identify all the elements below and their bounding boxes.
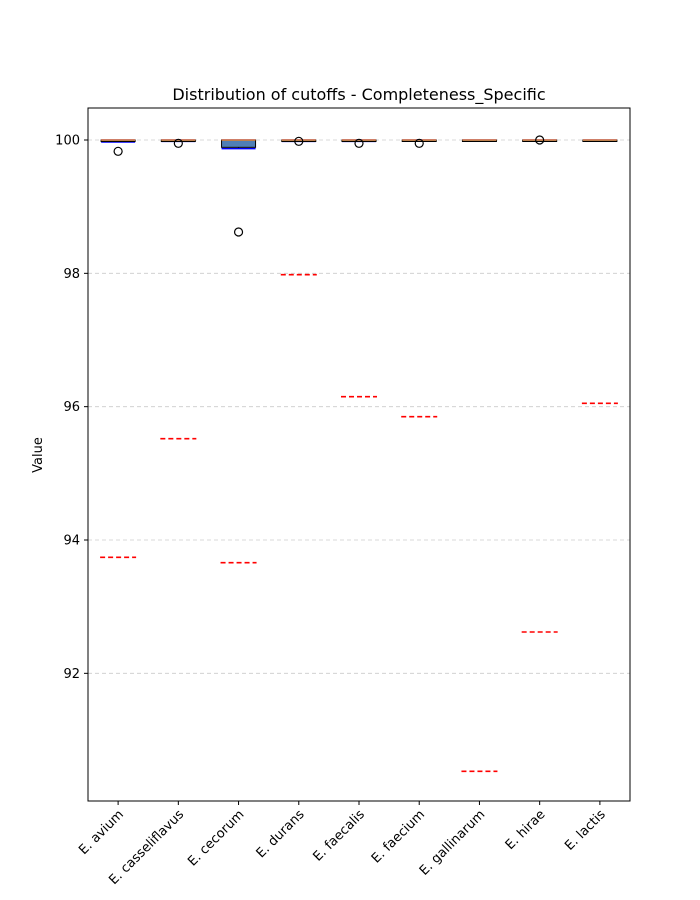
- x-tick-label: E. faecalis: [310, 807, 368, 865]
- grid-layer: [88, 139, 630, 674]
- y-tick-label: 100: [55, 134, 80, 149]
- y-axis-label: Value: [31, 437, 46, 473]
- box-layer: [100, 135, 618, 773]
- plot-area-frame: [87, 107, 631, 802]
- outlier-point: [535, 135, 545, 145]
- x-tick-label: E. faecium: [369, 807, 428, 866]
- outlier-point: [113, 146, 123, 156]
- outlier-point: [354, 138, 364, 148]
- y-tick-label: 92: [63, 667, 80, 682]
- x-tick-label: E. hirae: [503, 807, 549, 853]
- outlier-point: [233, 227, 244, 237]
- chart-title: Distribution of cutoffs - Completeness_S…: [172, 85, 545, 105]
- outlier-point: [173, 138, 183, 148]
- box-iqr: [221, 139, 257, 148]
- outlier-point: [414, 138, 424, 148]
- x-tick-label: E. lactis: [562, 807, 609, 854]
- x-tick-label: E. durans: [254, 807, 308, 861]
- y-tick-label: 96: [63, 400, 80, 415]
- x-tick-label: E. cecorum: [185, 807, 247, 869]
- x-tick-label: E. avium: [76, 807, 127, 858]
- outlier-point: [294, 136, 304, 146]
- y-tick-label: 94: [63, 534, 80, 549]
- y-tick-label: 98: [63, 267, 80, 282]
